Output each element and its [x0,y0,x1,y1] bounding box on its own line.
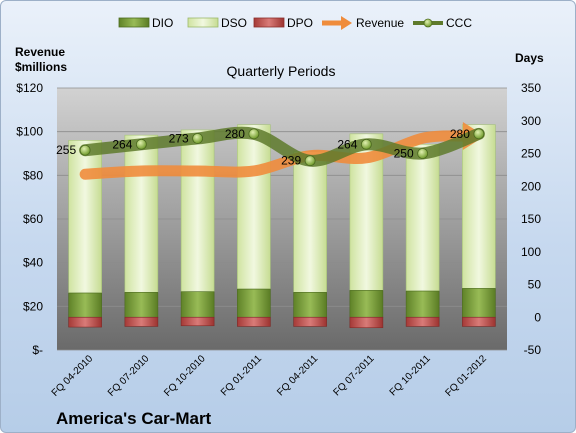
right-tick-label: 300 [521,114,541,128]
left-tick-label: $100 [16,125,43,139]
x-tick-label: FQ 04-2011 [275,353,320,398]
left-axis-ticks: $- $20 $40 $60 $80 $100 $120 [16,81,43,357]
ccc-marker [473,128,485,140]
x-tick-label: FQ 07-2011 [332,353,377,398]
revenue-line [79,130,473,180]
right-tick-label: 250 [521,147,541,161]
bar-dio [293,292,327,318]
left-axis-title-line2: $millions [15,60,67,74]
right-tick-label: 0 [534,310,541,324]
right-tick-label: 200 [521,179,541,193]
bar-dpo [124,316,159,327]
x-tick-label: FQ 01-2012 [443,353,489,399]
x-axis-ticks: FQ 04-2010 FQ 07-2010 FQ 10-2010 FQ 01-2011… [50,353,490,399]
ccc-marker [135,138,147,150]
x-tick-label: FQ 07-2010 [106,353,152,399]
legend-dpo-label: DPO [287,16,313,30]
bar-dpo [68,316,102,328]
bar-dpo [462,316,496,327]
legend-ccc-label: CCC [446,16,472,30]
left-tick-label: $60 [23,212,43,226]
right-tick-label: 150 [521,212,541,226]
lines [79,122,485,180]
legend-dpo-swatch [253,17,285,28]
right-tick-label: 50 [528,278,542,292]
company-name: America's Car-Mart [56,409,212,428]
ccc-marker [417,148,429,159]
ccc-markers [79,128,485,167]
right-axis-title: Days [515,51,544,65]
bar-dso [405,144,440,292]
bar-dso [180,129,215,293]
legend-dso-label: DSO [221,16,247,30]
bar-dio [405,290,440,318]
x-tick-label: FQ 10-2010 [162,353,208,399]
ccc-data-label: 273 [169,131,189,145]
bar-dio [462,288,496,318]
bar-dso [237,124,271,290]
bar-dio [237,288,271,318]
ccc-marker [79,144,91,156]
left-tick-label: $120 [16,81,43,95]
ccc-data-label: 280 [225,127,245,141]
ccc-data-label: 250 [394,147,414,161]
chart-title: Quarterly Periods [227,63,336,79]
bar-dpo [405,316,440,327]
bar-dpo [293,316,327,327]
legend-revenue-arrow [341,16,352,30]
ccc-marker [248,128,260,140]
ccc-data-label: 280 [450,127,470,141]
bar-dpo [349,316,384,329]
bar-dpo [237,316,271,327]
ccc-data-labels: 255 264 273 280 239 264 250 280 [56,127,470,168]
legend: DIO DSO DPO Revenue CCC [118,16,472,30]
left-tick-label: $20 [23,299,43,313]
ccc-data-label: 255 [56,143,76,157]
bar-dio [124,292,159,318]
left-tick-label: $80 [23,168,43,182]
bars [68,124,496,329]
ccc-marker [304,155,316,167]
ccc-data-label: 239 [281,154,301,168]
right-tick-label: 100 [521,245,541,259]
bar-dso [68,140,102,294]
x-tick-label: FQ 10-2011 [388,353,433,398]
right-axis-ticks: -50 0 50 100 150 200 250 300 350 [521,81,541,357]
legend-ccc-marker [423,18,433,28]
ccc-line [79,126,485,167]
bar-dso [124,134,159,293]
ccc-marker [360,138,372,150]
bar-dpo [180,316,215,327]
right-tick-label: -50 [524,343,542,357]
legend-revenue-label: Revenue [356,16,404,30]
bar-dio [180,291,215,318]
bar-dso [462,124,496,289]
ccc-marker [192,133,204,144]
x-tick-label: FQ 04-2010 [50,353,96,399]
left-tick-label: $- [32,343,43,357]
legend-dio-swatch [118,17,150,28]
bar-dso [293,151,327,293]
legend-dso-swatch [187,17,219,28]
bar-dio [68,292,102,318]
ccc-data-label: 264 [337,137,357,151]
right-tick-label: 350 [521,81,541,95]
left-axis-title-line1: Revenue [15,45,65,59]
ccc-data-label: 264 [112,137,132,151]
left-tick-label: $40 [23,256,43,270]
bar-dio [349,290,384,318]
legend-dio-label: DIO [152,16,173,30]
x-tick-label: FQ 01-2011 [219,353,264,398]
